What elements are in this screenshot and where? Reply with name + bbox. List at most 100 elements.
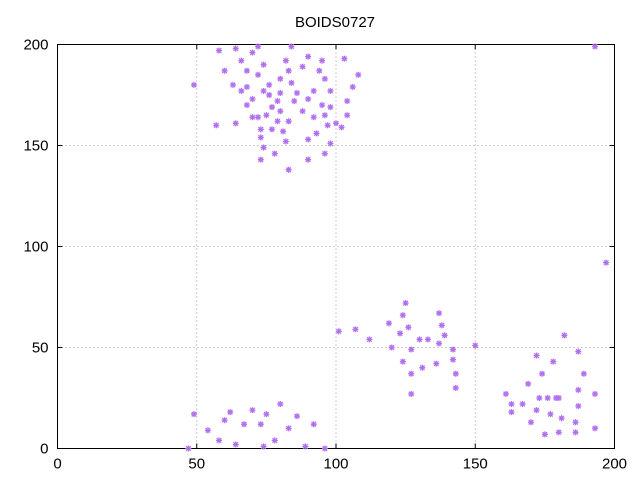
- data-point: [305, 156, 312, 163]
- x-tick-label: 50: [188, 456, 205, 473]
- data-point: [525, 380, 532, 387]
- data-point: [216, 437, 223, 444]
- data-point: [232, 441, 239, 448]
- y-tick-label: 100: [23, 239, 48, 256]
- data-point: [433, 360, 440, 367]
- x-tick-label: 0: [53, 456, 61, 473]
- data-point: [294, 89, 301, 96]
- data-point: [313, 130, 320, 137]
- y-tick-label: 0: [40, 441, 48, 458]
- data-point: [277, 75, 284, 82]
- data-point: [344, 112, 351, 119]
- data-point: [280, 128, 287, 135]
- data-point: [288, 79, 295, 86]
- y-tick-label: 150: [23, 138, 48, 155]
- data-point: [243, 83, 250, 90]
- data-point: [321, 75, 328, 82]
- data-point: [321, 445, 328, 452]
- data-point: [575, 386, 582, 393]
- data-point: [327, 87, 334, 94]
- data-point: [285, 118, 292, 125]
- data-point: [441, 332, 448, 339]
- data-point: [213, 122, 220, 129]
- data-point: [508, 401, 515, 408]
- data-point: [243, 67, 250, 74]
- data-point: [282, 57, 289, 64]
- data-point: [274, 98, 281, 105]
- data-point: [238, 87, 245, 94]
- data-point: [324, 122, 331, 129]
- data-point: [294, 413, 301, 420]
- data-point: [544, 395, 551, 401]
- data-point: [366, 336, 373, 343]
- data-point: [335, 328, 342, 335]
- data-point: [449, 346, 456, 353]
- data-point: [310, 421, 317, 428]
- tick-layer: 0 50 100 150 200 0 50 100 150 200: [23, 37, 627, 473]
- data-point: [268, 126, 275, 133]
- data-point: [274, 118, 281, 125]
- data-point: [388, 344, 395, 351]
- data-point: [271, 437, 278, 444]
- data-point: [277, 108, 284, 115]
- data-point: [539, 370, 546, 377]
- data-point: [285, 67, 292, 74]
- data-point: [249, 407, 256, 414]
- x-tick-label: 100: [323, 456, 348, 473]
- data-point: [575, 348, 582, 355]
- data-point: [344, 98, 351, 105]
- data-point: [519, 401, 526, 408]
- data-point: [229, 81, 236, 88]
- data-point: [333, 120, 339, 127]
- data-point: [452, 384, 459, 391]
- data-point: [349, 83, 356, 90]
- data-point: [416, 336, 423, 343]
- data-point: [580, 370, 587, 377]
- data-point: [238, 57, 245, 64]
- data-point: [327, 104, 334, 111]
- data-point: [592, 390, 599, 397]
- data-point: [533, 407, 540, 414]
- data-point: [555, 395, 562, 401]
- data-point: [232, 45, 239, 52]
- data-point: [216, 47, 223, 54]
- grid-layer: [57, 44, 615, 449]
- x-tick-label: 200: [602, 456, 627, 473]
- data-point: [438, 322, 445, 329]
- data-point: [338, 124, 345, 131]
- data-point: [268, 104, 275, 111]
- data-point: [255, 114, 262, 121]
- data-point: [341, 55, 348, 62]
- data-point: [319, 57, 326, 64]
- data-point: [277, 401, 284, 408]
- data-point: [327, 140, 334, 147]
- data-point: [385, 320, 392, 327]
- data-point: [305, 96, 312, 103]
- data-point: [227, 409, 234, 416]
- x-tick-label: 150: [463, 456, 488, 473]
- data-point: [271, 150, 278, 157]
- data-point: [541, 431, 548, 438]
- data-point: [533, 352, 540, 359]
- data-point: [452, 370, 459, 377]
- data-point: [592, 425, 599, 432]
- data-point: [316, 67, 323, 74]
- data-point: [266, 81, 273, 88]
- data-point: [408, 370, 415, 377]
- data-point: [319, 102, 326, 109]
- data-point: [561, 332, 568, 339]
- data-point: [352, 326, 359, 333]
- data-point: [204, 427, 211, 434]
- data-point: [277, 89, 284, 96]
- data-point: [263, 411, 270, 418]
- data-point: [592, 43, 599, 50]
- data-point: [355, 71, 362, 78]
- data-point: [190, 81, 197, 88]
- data-point: [419, 364, 426, 371]
- data-point: [263, 112, 270, 119]
- data-point: [266, 92, 273, 98]
- data-point: [399, 358, 406, 365]
- data-point: [241, 421, 248, 428]
- data-point: [257, 126, 264, 133]
- data-point: [299, 63, 306, 70]
